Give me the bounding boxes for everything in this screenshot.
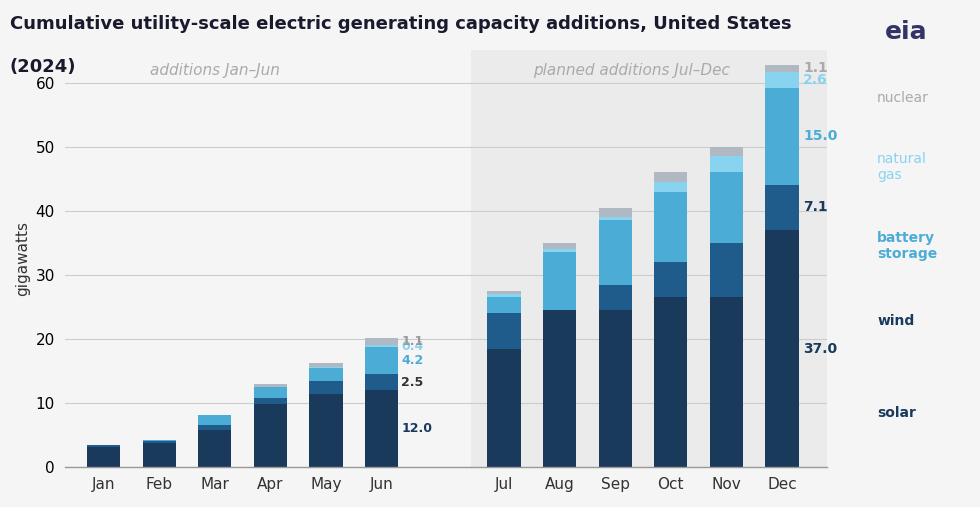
Bar [87, 447, 121, 467]
Bar [599, 221, 632, 284]
Bar [765, 230, 799, 467]
Bar [365, 347, 398, 374]
Bar [654, 172, 688, 182]
Bar [365, 338, 398, 345]
Bar [654, 262, 688, 298]
Bar [254, 384, 287, 387]
Bar [365, 374, 398, 390]
Bar [543, 243, 576, 249]
Bar [710, 243, 743, 298]
Bar [142, 440, 175, 441]
Text: battery
storage: battery storage [877, 231, 937, 261]
Y-axis label: gigawatts: gigawatts [15, 222, 30, 297]
Bar [198, 415, 231, 425]
Text: 1.1: 1.1 [401, 335, 423, 348]
Text: 4.2: 4.2 [401, 354, 423, 368]
Bar [543, 310, 576, 467]
Bar [710, 156, 743, 172]
Text: solar: solar [877, 406, 916, 420]
Bar [310, 393, 343, 467]
Bar [365, 345, 398, 347]
Bar [710, 298, 743, 467]
Text: 2.6: 2.6 [804, 73, 828, 87]
Bar [310, 368, 343, 381]
Bar [487, 298, 520, 313]
Bar [487, 349, 520, 467]
Bar [487, 294, 520, 298]
Bar [765, 64, 799, 71]
Bar [543, 252, 576, 310]
Text: Cumulative utility-scale electric generating capacity additions, United States: Cumulative utility-scale electric genera… [10, 15, 792, 33]
Bar [310, 367, 343, 368]
Bar [654, 182, 688, 192]
Text: eia: eia [885, 20, 928, 44]
Bar [765, 71, 799, 88]
Bar [765, 88, 799, 185]
Text: 15.0: 15.0 [804, 129, 838, 143]
Bar [543, 249, 576, 252]
Bar [254, 398, 287, 405]
Bar [254, 405, 287, 467]
Bar [710, 172, 743, 243]
Text: 1.1: 1.1 [804, 61, 828, 75]
Bar [310, 381, 343, 393]
Bar [654, 298, 688, 467]
Text: wind: wind [877, 314, 914, 329]
Bar [765, 185, 799, 230]
Bar [654, 192, 688, 262]
Bar [470, 51, 843, 467]
Bar [599, 217, 632, 221]
Bar [365, 390, 398, 467]
Text: natural
gas: natural gas [877, 152, 927, 183]
Bar [142, 441, 175, 443]
Text: additions Jan–Jun: additions Jan–Jun [150, 63, 279, 78]
Bar [198, 430, 231, 467]
Text: 7.1: 7.1 [804, 200, 828, 214]
Bar [710, 147, 743, 156]
Bar [87, 446, 121, 447]
Bar [254, 387, 287, 398]
Bar [487, 291, 520, 294]
Text: 37.0: 37.0 [804, 342, 837, 355]
Bar [599, 284, 632, 310]
Bar [599, 207, 632, 217]
Text: 12.0: 12.0 [401, 422, 432, 436]
Text: 0.4: 0.4 [401, 340, 423, 352]
Bar [599, 310, 632, 467]
Text: planned additions Jul–Dec: planned additions Jul–Dec [533, 63, 730, 78]
Bar [198, 425, 231, 430]
Text: (2024): (2024) [10, 58, 76, 77]
Bar [487, 313, 520, 349]
Bar [310, 364, 343, 367]
Bar [142, 443, 175, 467]
Text: 2.5: 2.5 [401, 376, 423, 389]
Text: nuclear: nuclear [877, 91, 929, 105]
